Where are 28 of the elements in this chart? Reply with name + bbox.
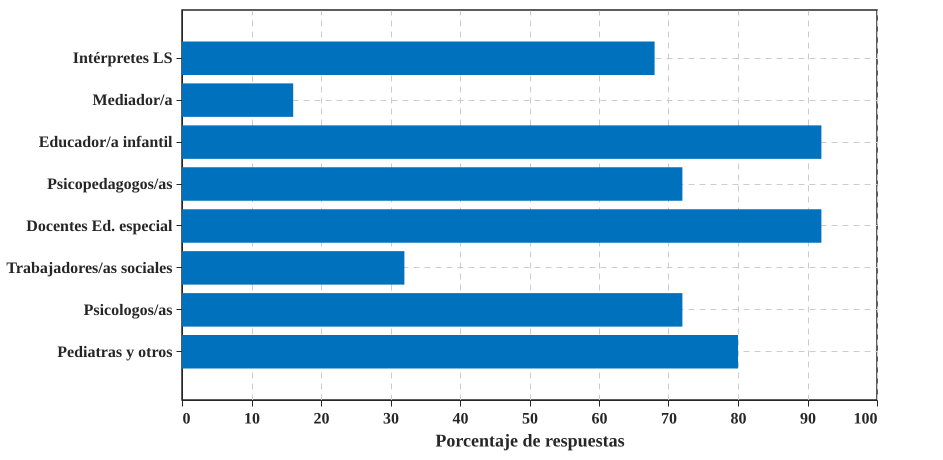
bar: [182, 335, 738, 369]
y-tick-label: Intérpretes LS: [72, 50, 173, 68]
bar: [182, 167, 682, 201]
x-tick-label: 100: [854, 410, 878, 428]
x-tick-label: 70: [661, 410, 677, 428]
y-tick-label: Trabajadores/as sociales: [6, 260, 172, 277]
x-tick-label: 50: [522, 410, 538, 428]
bar: [182, 293, 682, 327]
bar: [182, 251, 404, 285]
y-tick-label: Docentes Ed. especial: [26, 218, 174, 235]
bar: [182, 125, 822, 159]
x-tick-label: 10: [244, 410, 260, 428]
y-tick-label: Psicologos/as: [84, 302, 172, 319]
bar: [182, 209, 822, 243]
bar: [182, 83, 294, 117]
y-tick-label: Pediatras y otros: [57, 344, 172, 361]
y-tick-label: Mediador/a: [92, 92, 172, 110]
x-tick-label: 60: [592, 410, 608, 428]
y-tick-label: Psicopedagogos/as: [47, 176, 172, 194]
x-tick-label: 80: [730, 410, 746, 428]
x-axis-title: Porcentaje de respuestas: [435, 430, 625, 450]
bar: [182, 41, 655, 75]
y-tick-label: Educador/a infantil: [38, 134, 174, 152]
x-tick-label: 20: [314, 410, 330, 428]
x-tick-label: 0: [182, 410, 190, 428]
x-tick-label: 90: [800, 410, 816, 428]
x-tick-label: 40: [452, 410, 468, 428]
x-tick-label: 30: [383, 410, 399, 428]
